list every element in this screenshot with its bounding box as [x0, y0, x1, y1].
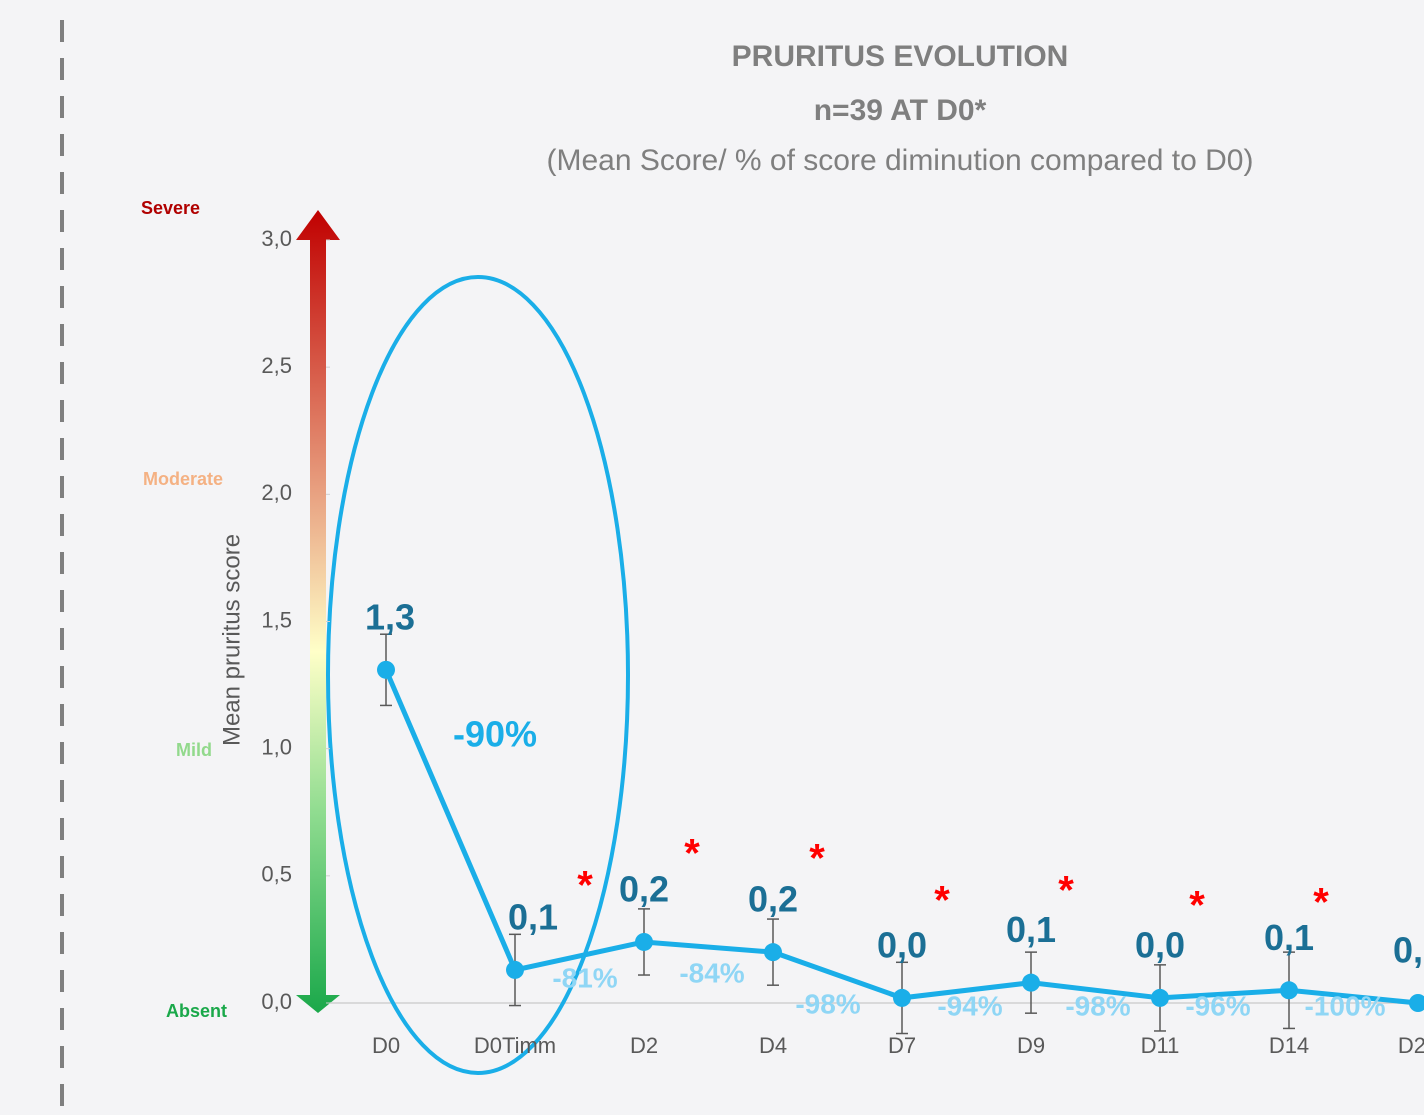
highlight-ellipse: [326, 275, 630, 1075]
data-label: 1,3: [365, 596, 415, 637]
significance-star: *: [1189, 884, 1205, 928]
data-label: 0,1: [1264, 917, 1314, 958]
y-tick-label: 1,5: [261, 607, 292, 632]
data-point: [635, 932, 653, 951]
annotation: -94%: [937, 990, 1002, 1021]
data-label: 0,0: [1135, 924, 1185, 965]
x-tick-label: D14: [1269, 1033, 1309, 1058]
data-point: [1409, 994, 1424, 1012]
annotation: -81%: [552, 962, 617, 993]
significance-star: *: [684, 832, 700, 876]
x-tick-label: D2: [630, 1033, 658, 1058]
chart-subtitle: n=39 AT D0*: [814, 94, 987, 127]
data-point: [377, 660, 395, 679]
significance-star: *: [934, 879, 950, 923]
x-tick-label: D7: [888, 1033, 916, 1058]
x-tick-label: D4: [759, 1033, 787, 1058]
x-tick-label: D0: [372, 1033, 400, 1058]
significance-star: *: [809, 837, 825, 881]
data-point: [1151, 988, 1169, 1007]
data-label: 0,1: [1006, 909, 1056, 950]
annotation: -96%: [1185, 990, 1250, 1021]
significance-star: *: [577, 864, 593, 908]
significance-star: *: [1058, 869, 1074, 913]
scale-label: Mild: [176, 740, 212, 760]
x-tick-label: D11: [1141, 1033, 1180, 1058]
data-point: [1022, 973, 1040, 992]
annotation: -98%: [1065, 990, 1130, 1021]
y-tick-label: 1,0: [261, 734, 292, 759]
y-tick-label: 2,5: [261, 353, 292, 378]
x-tick-label: D0Timm: [474, 1033, 556, 1058]
annotation: -90%: [453, 714, 537, 755]
data-label: 0,0: [877, 924, 927, 965]
scale-label: Moderate: [143, 469, 223, 489]
y-axis-label: Mean pruritus score: [218, 534, 245, 746]
annotation: -84%: [679, 957, 744, 988]
data-point: [764, 943, 782, 962]
chart-title: PRURITUS EVOLUTION: [732, 40, 1069, 73]
chart-caption: (Mean Score/ % of score diminution compa…: [547, 144, 1254, 177]
data-label: 0,2: [619, 868, 669, 909]
scale-label: Absent: [166, 1001, 227, 1021]
x-tick-label: D21: [1398, 1033, 1424, 1058]
severity-arrow: [296, 210, 340, 1013]
annotation: -100%: [1305, 990, 1386, 1021]
x-tick-label: D9: [1017, 1033, 1045, 1058]
data-point: [893, 988, 911, 1007]
data-point: [1280, 981, 1298, 1000]
annotation: -98%: [795, 988, 860, 1019]
scale-label: Severe: [141, 198, 200, 218]
y-tick-label: 2,0: [261, 480, 292, 505]
significance-star: *: [1313, 881, 1329, 925]
data-label: 0,2: [748, 879, 798, 920]
y-tick-label: 3,0: [261, 226, 292, 251]
data-point: [506, 960, 524, 979]
data-label: 0,0: [1393, 930, 1424, 971]
y-tick-label: 0,0: [261, 989, 292, 1014]
y-tick-label: 0,5: [261, 862, 292, 887]
data-label: 0,1: [508, 896, 558, 937]
